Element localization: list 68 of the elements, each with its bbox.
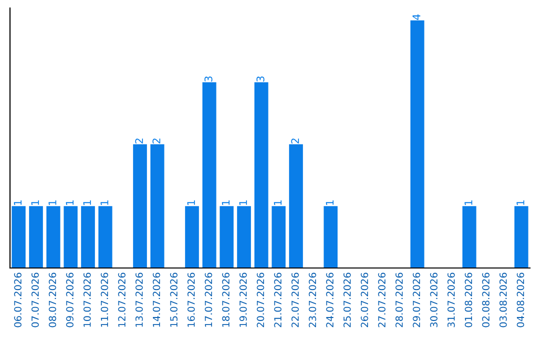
x-tick-label: 29.07.2026: [412, 272, 420, 328]
bar: [46, 206, 60, 268]
x-tick-label: 27.07.2026: [378, 272, 386, 328]
bar: [64, 206, 78, 268]
x-tick-label: 18.07.2026: [222, 272, 230, 327]
x-tick-label: 24.07.2026: [326, 272, 334, 328]
x-tick-label: 30.07.2026: [430, 272, 438, 328]
bar: [12, 206, 26, 268]
bar: [81, 206, 95, 268]
x-tick-label: 09.07.2026: [66, 272, 74, 328]
bar: [220, 206, 234, 268]
x-tick-label: 28.07.2026: [395, 272, 403, 328]
x-tick-label: 06.07.2026: [14, 272, 22, 328]
data-label: 3: [204, 76, 212, 82]
x-tick-label: 16.07.2026: [187, 272, 195, 327]
bar: [202, 82, 216, 268]
data-label: 1: [14, 200, 22, 205]
x-tick-label: 26.07.2026: [360, 272, 368, 328]
x-tick-label: 21.07.2026: [274, 272, 282, 328]
bar: [29, 206, 43, 268]
x-tick-label: 17.07.2026: [204, 272, 212, 327]
bar: [254, 82, 268, 268]
data-label: 1: [31, 200, 39, 205]
bar: [133, 144, 147, 268]
data-label: 1: [48, 200, 56, 205]
data-label: 3: [256, 76, 264, 82]
data-label: 1: [326, 200, 334, 205]
data-label: 1: [66, 200, 74, 205]
x-tick-label: 13.07.2026: [135, 272, 143, 327]
x-tick-label: 10.07.2026: [83, 272, 91, 327]
data-label: 1: [464, 200, 472, 205]
bar: [514, 206, 528, 268]
x-tick-label: 20.07.2026: [256, 272, 264, 328]
x-tick-label: 07.07.2026: [31, 272, 39, 328]
data-label: 1: [187, 200, 195, 205]
bar: [185, 206, 199, 268]
bar: [237, 206, 251, 268]
bar: [272, 206, 286, 268]
x-tick-label: 14.07.2026: [152, 272, 160, 327]
data-label: 1: [274, 200, 282, 205]
data-label: 2: [152, 138, 160, 144]
x-tick-label: 01.08.2026: [464, 272, 472, 328]
data-label: 1: [83, 200, 91, 205]
x-tick-label: 12.07.2026: [118, 272, 126, 327]
data-label: 2: [135, 138, 143, 144]
x-tick-label: 23.07.2026: [308, 272, 316, 328]
data-label: 4: [412, 14, 420, 20]
x-tick-label: 03.08.2026: [499, 272, 507, 328]
x-tick-label: 22.07.2026: [291, 272, 299, 328]
data-label: 2: [291, 138, 299, 144]
x-tick-label: 15.07.2026: [170, 272, 178, 327]
bar: [410, 20, 424, 268]
x-tick-label: 19.07.2026: [239, 272, 247, 327]
x-tick-label: 02.08.2026: [482, 272, 490, 328]
bar: [324, 206, 338, 268]
data-label: 1: [516, 200, 524, 205]
bar: [150, 144, 164, 268]
bar: [462, 206, 476, 268]
data-label: 1: [100, 200, 108, 205]
bar: [289, 144, 303, 268]
x-tick-label: 25.07.2026: [343, 272, 351, 328]
data-label: 1: [222, 200, 230, 205]
x-tick-label: 11.07.2026: [100, 272, 108, 327]
bar: [98, 206, 112, 268]
data-label: 1: [239, 200, 247, 205]
x-tick-label: 04.08.2026: [516, 272, 524, 328]
x-tick-label: 08.07.2026: [48, 272, 56, 328]
x-tick-label: 31.07.2026: [447, 272, 455, 328]
